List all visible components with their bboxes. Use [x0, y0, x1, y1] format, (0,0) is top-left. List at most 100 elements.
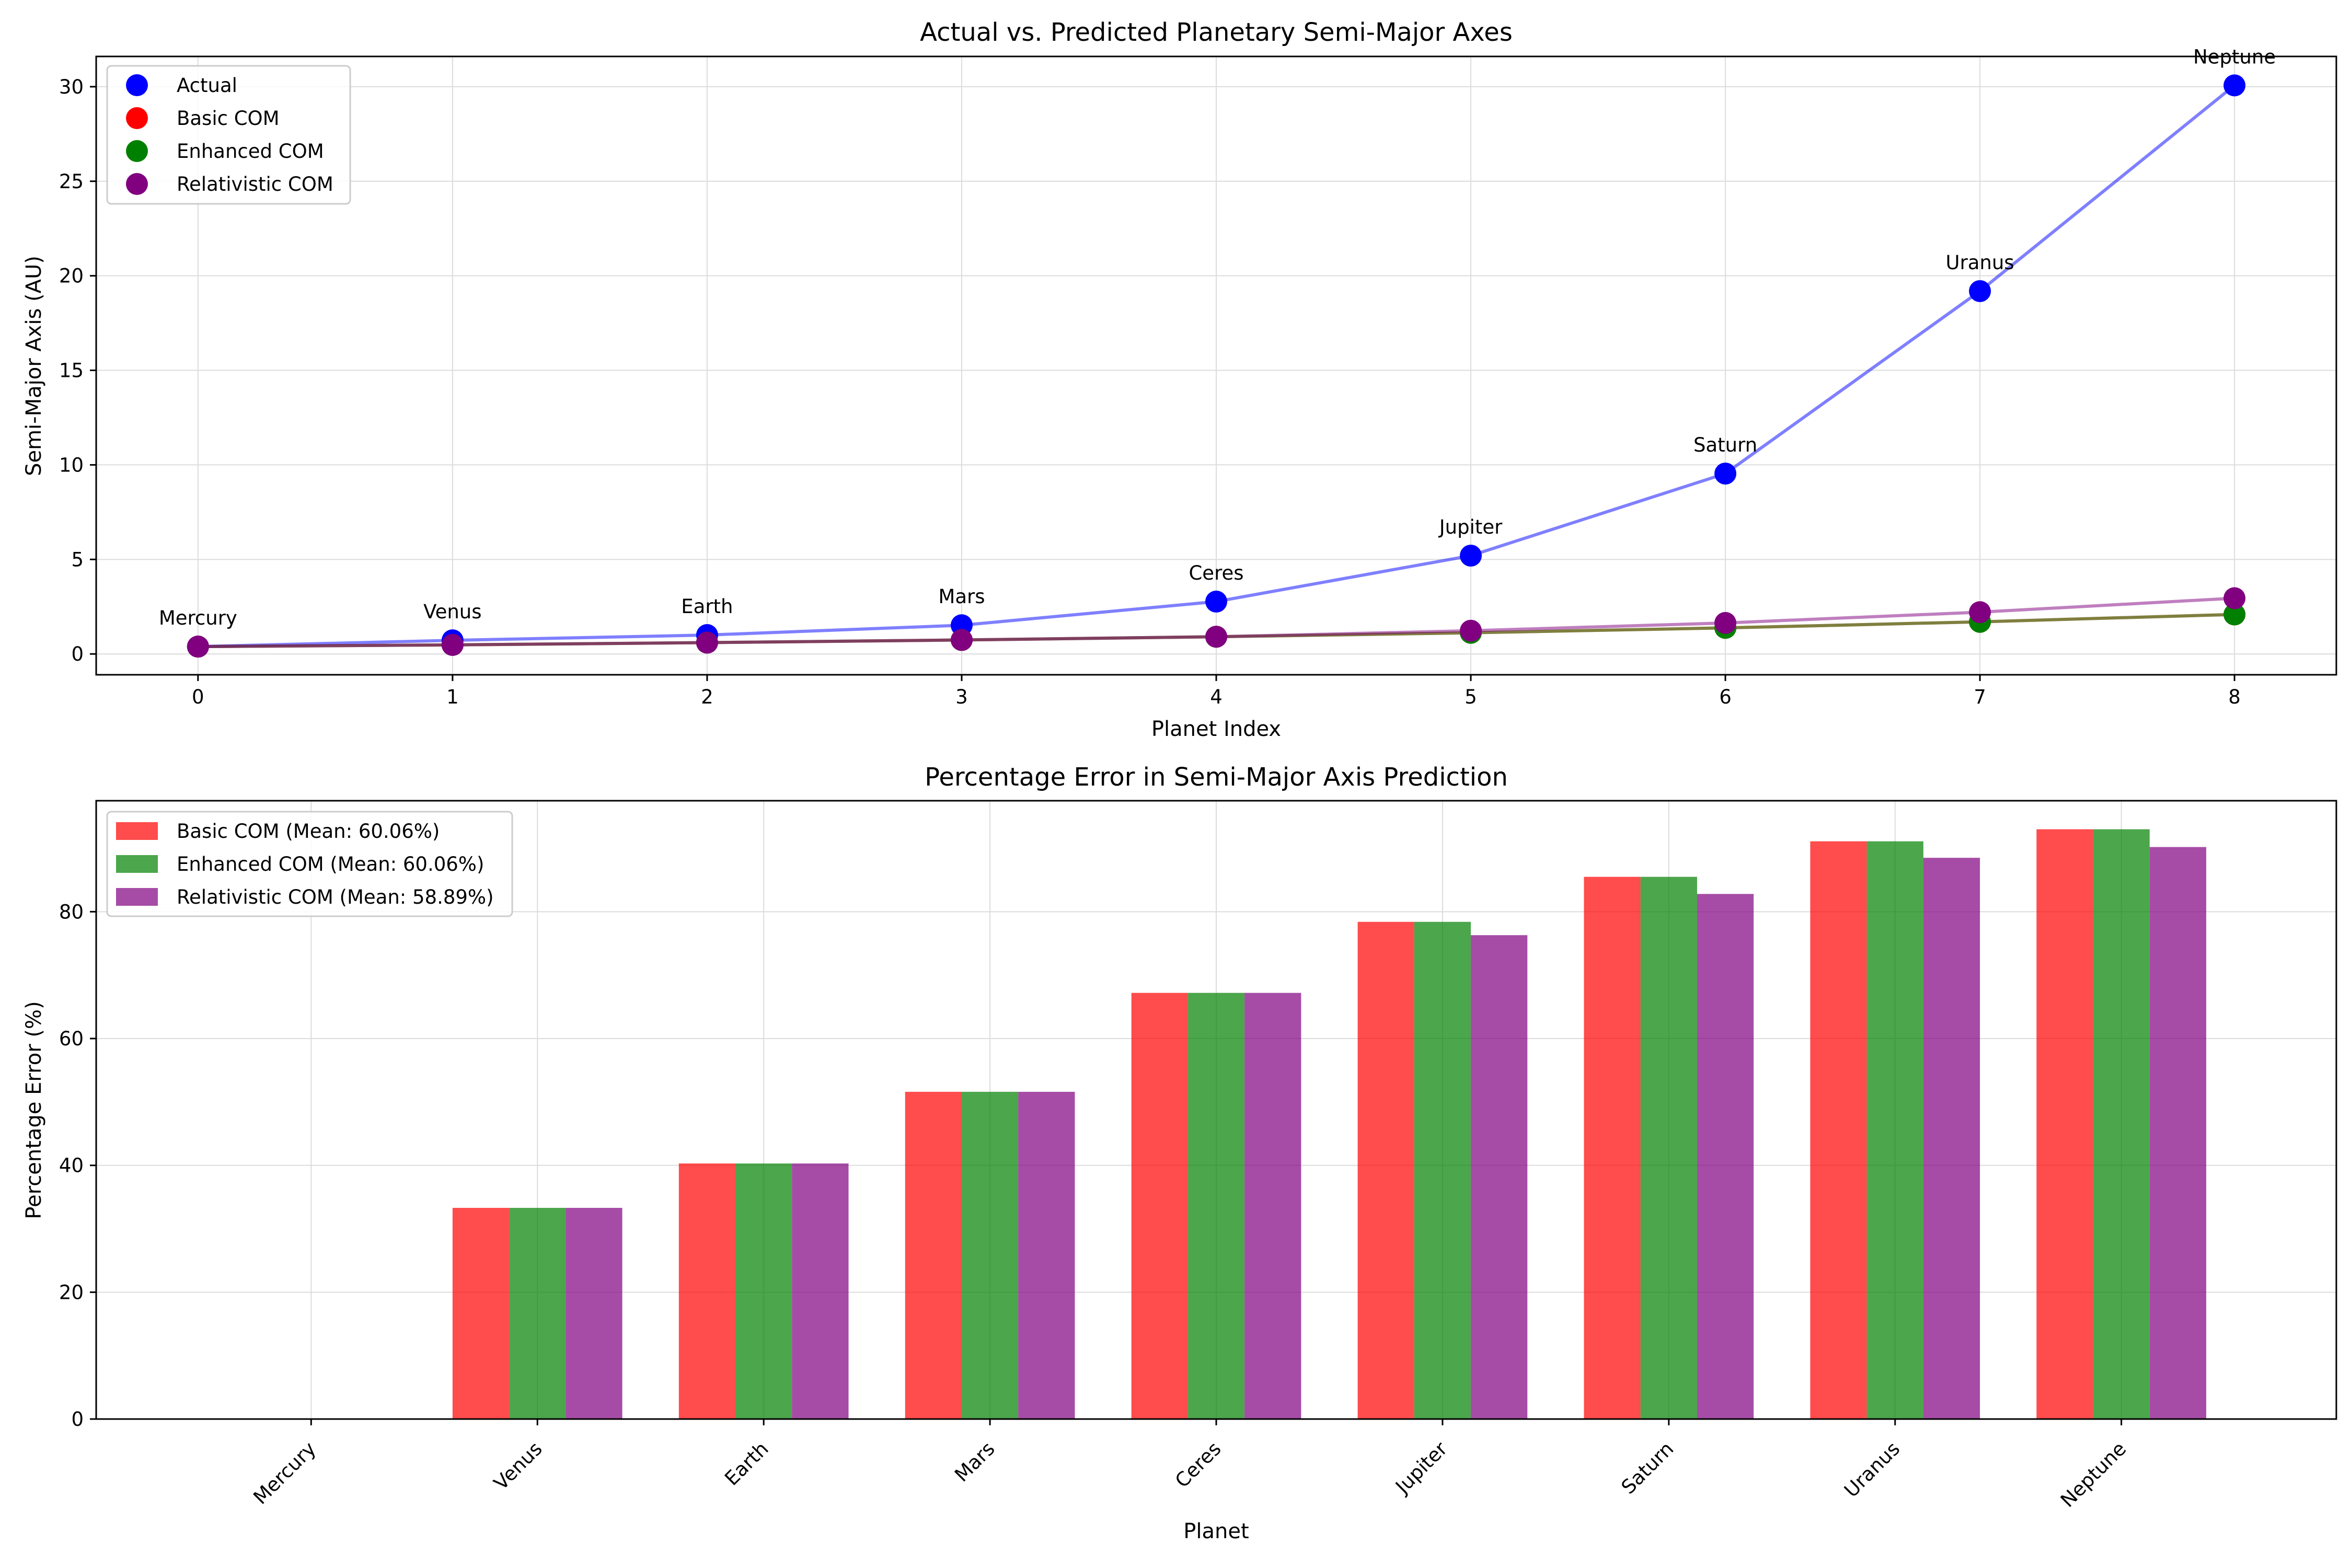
line-chart-grid	[96, 56, 2336, 675]
line-chart-point-label: Uranus	[1946, 251, 2014, 274]
bar-chart-y-tick-label: 40	[59, 1155, 84, 1177]
line-chart-x-tick-label: 6	[1719, 686, 1732, 708]
bar-chart-bar-basic-com	[678, 1163, 736, 1419]
line-chart-x-tick-label: 1	[446, 686, 459, 708]
line-chart-x-tick-label: 4	[1210, 686, 1223, 708]
bar-chart-y-tick-label: 20	[59, 1281, 84, 1304]
line-chart-y-tick-label: 10	[59, 454, 84, 476]
bar-chart-bar-relativistic-com	[1923, 858, 1980, 1419]
line-chart-x-tick-label: 0	[192, 686, 204, 708]
line-chart-point-relativistic-com	[1460, 619, 1482, 642]
bar-chart-legend-label: Enhanced COM (Mean: 60.06%)	[177, 853, 484, 875]
line-chart-point-relativistic-com	[950, 629, 973, 651]
line-chart-y-tick-label: 5	[71, 548, 84, 571]
line-chart-point-actual	[1969, 280, 1991, 302]
bar-chart-bar-enhanced-com	[961, 1091, 1019, 1419]
line-chart-title: Actual vs. Predicted Planetary Semi-Majo…	[920, 18, 1513, 47]
line-chart-legend-marker	[126, 74, 148, 96]
line-chart-y-tick-label: 30	[59, 76, 84, 98]
bar-chart-legend: Basic COM (Mean: 60.06%) Enhanced COM (Me…	[106, 811, 513, 917]
line-chart-point-label: Jupiter	[1438, 516, 1503, 538]
bar-chart-title: Percentage Error in Semi-Major Axis Pred…	[925, 763, 1508, 792]
bar-chart-bar-basic-com	[452, 1207, 510, 1419]
bar-chart-x-axis-label: Planet	[1183, 1519, 1249, 1543]
line-chart-x-axis-label: Planet Index	[1151, 717, 1281, 741]
bar-chart-bar-enhanced-com	[1187, 993, 1245, 1419]
bar-chart-bar-relativistic-com	[1471, 935, 1528, 1419]
bar-chart-legend-swatch	[116, 822, 158, 840]
line-chart-point-label: Ceres	[1189, 562, 1243, 584]
line-chart-point-relativistic-com	[1205, 626, 1227, 648]
line-chart-y-tick-label: 0	[71, 643, 84, 665]
bar-chart-bar-basic-com	[1810, 841, 1867, 1419]
line-chart-point-relativistic-com	[2223, 587, 2246, 609]
line-chart: Mercury Venus Earth Mars Ceres Jupiter Saturn U…	[22, 18, 2337, 741]
bar-chart-bar-basic-com	[905, 1091, 962, 1419]
line-chart-point-relativistic-com	[696, 631, 718, 654]
line-chart-point-relativistic-com	[187, 636, 209, 658]
line-chart-point-relativistic-com	[441, 633, 464, 656]
line-chart-y-ticks: 0 5 10 15 20 25 30	[59, 76, 96, 665]
line-chart-point-relativistic-com	[1714, 612, 1737, 634]
line-chart-x-tick-label: 5	[1465, 686, 1477, 708]
line-chart-y-tick-label: 25	[59, 170, 84, 193]
line-chart-legend-label: Actual	[177, 74, 237, 97]
line-chart-legend-marker	[126, 173, 148, 195]
line-chart-x-tick-label: 3	[955, 686, 968, 708]
bar-chart-legend-swatch	[116, 888, 158, 906]
bar-chart-legend-swatch	[116, 855, 158, 873]
line-chart-legend-label: Enhanced COM	[177, 140, 324, 163]
bar-chart-bar-enhanced-com	[735, 1163, 792, 1419]
line-chart-point-actual	[1714, 463, 1737, 485]
line-chart-y-tick-label: 20	[59, 265, 84, 287]
bar-chart-bar-relativistic-com	[566, 1207, 622, 1419]
line-chart-legend-label: Basic COM	[177, 107, 280, 130]
bar-chart-y-axis-label: Percentage Error (%)	[22, 1001, 46, 1219]
line-chart-x-ticks: 0 1 2 3 4 5 6 7 8	[192, 675, 2241, 708]
line-chart-legend-label: Relativistic COM	[177, 173, 333, 195]
bar-chart-legend-box	[106, 811, 513, 917]
bar-chart-y-tick-label: 60	[59, 1028, 84, 1050]
line-chart-point-actual	[1205, 590, 1227, 613]
bar-chart-bar-basic-com	[1357, 921, 1414, 1419]
bar-chart-y-tick-label: 0	[71, 1408, 84, 1431]
line-chart-point-enhanced-com	[2223, 603, 2246, 626]
bar-chart-bar-basic-com	[2036, 829, 2093, 1419]
line-chart-legend-marker	[126, 107, 148, 129]
bar-chart-bar-enhanced-com	[509, 1207, 566, 1419]
bar-chart-legend-label: Relativistic COM (Mean: 58.89%)	[177, 886, 494, 908]
bar-chart-bar-basic-com	[1584, 877, 1641, 1419]
bar-chart-bar-relativistic-com	[2149, 847, 2207, 1419]
bar-chart-bar-enhanced-com	[1414, 921, 1471, 1419]
line-chart-y-tick-label: 15	[59, 360, 84, 382]
line-chart-point-label: Venus	[423, 601, 481, 623]
line-chart-x-tick-label: 8	[2228, 686, 2241, 708]
bar-chart-y-tick-label: 80	[59, 901, 84, 923]
line-chart-point-relativistic-com	[1969, 601, 1991, 624]
bar-chart-legend-label: Basic COM (Mean: 60.06%)	[177, 820, 440, 843]
line-chart-point-label: Saturn	[1693, 434, 1757, 456]
bar-chart-bar-relativistic-com	[792, 1163, 849, 1419]
line-chart-x-tick-label: 7	[1974, 686, 1986, 708]
line-chart-points	[187, 74, 2246, 658]
bar-chart-bar-enhanced-com	[1866, 841, 1923, 1419]
line-chart-point-label: Mars	[938, 585, 985, 608]
line-chart-point-label: Mercury	[159, 607, 237, 629]
bar-chart-bar-enhanced-com	[1640, 877, 1697, 1419]
line-chart-legend-box	[106, 65, 351, 205]
line-chart-legend: Actual Basic COM Enhanced COM Relativistic …	[106, 65, 351, 205]
line-chart-point-actual	[1460, 545, 1482, 567]
bar-chart-bars	[452, 829, 2207, 1419]
bar-chart-bar-relativistic-com	[1697, 894, 1754, 1419]
line-chart-y-axis-label: Semi-Major Axis (AU)	[22, 256, 46, 476]
bar-chart-bar-enhanced-com	[2093, 829, 2150, 1419]
bar-chart-bar-relativistic-com	[1018, 1091, 1075, 1419]
line-chart-point-actual	[2223, 74, 2246, 97]
bar-chart-bar-relativistic-com	[1244, 993, 1301, 1419]
bar-chart-y-ticks: 0 20 40 60 80	[59, 901, 96, 1431]
line-chart-point-label: Earth	[681, 595, 733, 618]
line-chart-x-tick-label: 2	[701, 686, 713, 708]
bar-chart-bar-basic-com	[1131, 993, 1188, 1419]
line-chart-legend-marker	[126, 140, 148, 162]
